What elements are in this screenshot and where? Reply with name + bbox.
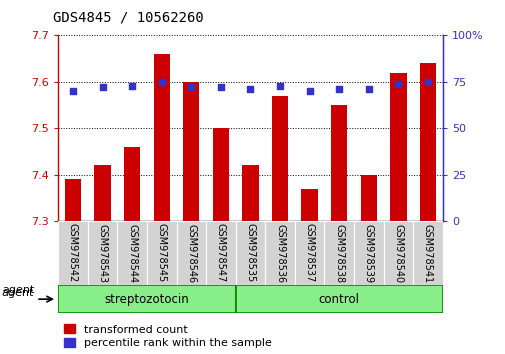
Text: GSM978536: GSM978536 — [275, 223, 284, 283]
Bar — [235, 285, 442, 313]
Text: GDS4845 / 10562260: GDS4845 / 10562260 — [53, 11, 204, 25]
Bar — [154, 54, 170, 221]
Bar — [87, 221, 117, 285]
Bar — [117, 221, 146, 285]
Point — [98, 85, 107, 90]
Text: GSM978538: GSM978538 — [334, 223, 343, 283]
Bar — [124, 147, 140, 221]
Bar — [242, 165, 258, 221]
Bar — [324, 221, 353, 285]
Bar — [94, 165, 111, 221]
Point — [334, 86, 342, 92]
Bar — [354, 221, 383, 285]
Point — [364, 86, 372, 92]
Bar — [58, 285, 235, 313]
Bar — [65, 179, 81, 221]
Bar — [330, 105, 346, 221]
Bar — [206, 221, 235, 285]
Point — [246, 86, 254, 92]
Bar — [419, 63, 435, 221]
Point — [187, 85, 195, 90]
Text: control: control — [318, 293, 359, 306]
Bar — [183, 82, 199, 221]
Point — [423, 79, 431, 85]
Text: GSM978540: GSM978540 — [392, 223, 402, 283]
Point — [275, 83, 283, 88]
Text: GSM978547: GSM978547 — [216, 223, 225, 283]
Text: GSM978541: GSM978541 — [422, 223, 432, 283]
Text: agent: agent — [3, 285, 35, 295]
Text: GSM978542: GSM978542 — [68, 223, 78, 283]
Text: GSM978546: GSM978546 — [186, 223, 196, 283]
Point — [305, 88, 313, 94]
Legend: transformed count, percentile rank within the sample: transformed count, percentile rank withi… — [64, 324, 271, 348]
Point — [393, 81, 401, 87]
Point — [158, 79, 166, 85]
Bar — [265, 221, 294, 285]
Text: GSM978535: GSM978535 — [245, 223, 255, 283]
Text: GSM978544: GSM978544 — [127, 223, 137, 283]
Bar — [235, 221, 265, 285]
Bar — [294, 221, 324, 285]
Text: GSM978537: GSM978537 — [304, 223, 314, 283]
Bar — [212, 128, 229, 221]
Text: agent: agent — [1, 289, 33, 298]
Bar — [146, 221, 176, 285]
Bar — [383, 221, 413, 285]
Text: GSM978539: GSM978539 — [363, 223, 373, 283]
Text: GSM978543: GSM978543 — [97, 223, 108, 283]
Text: streptozotocin: streptozotocin — [105, 293, 189, 306]
Bar — [58, 221, 87, 285]
Text: GSM978545: GSM978545 — [157, 223, 166, 283]
Point — [217, 85, 225, 90]
Point — [128, 83, 136, 88]
Point — [69, 88, 77, 94]
Bar — [360, 175, 376, 221]
Bar — [413, 221, 442, 285]
Bar — [271, 96, 288, 221]
Bar — [389, 73, 406, 221]
Bar — [176, 221, 206, 285]
Bar — [301, 189, 317, 221]
